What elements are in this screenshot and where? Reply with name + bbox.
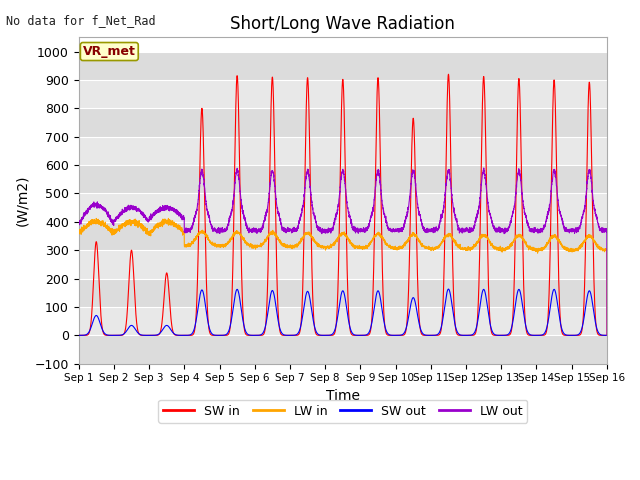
Bar xyxy=(79,278,607,307)
Bar xyxy=(79,108,607,137)
Text: No data for f_Net_Rad: No data for f_Net_Rad xyxy=(6,14,156,27)
Bar xyxy=(79,80,607,108)
Bar xyxy=(79,336,607,364)
X-axis label: Time: Time xyxy=(326,389,360,403)
Bar xyxy=(79,165,607,193)
Bar xyxy=(79,307,607,336)
Bar xyxy=(79,222,607,250)
Title: Short/Long Wave Radiation: Short/Long Wave Radiation xyxy=(230,15,455,33)
Bar xyxy=(79,51,607,80)
Bar xyxy=(79,193,607,222)
Y-axis label: (W/m2): (W/m2) xyxy=(15,175,29,226)
Legend: SW in, LW in, SW out, LW out: SW in, LW in, SW out, LW out xyxy=(158,400,527,423)
Bar xyxy=(79,250,607,278)
Text: VR_met: VR_met xyxy=(83,45,136,58)
Bar xyxy=(79,137,607,165)
